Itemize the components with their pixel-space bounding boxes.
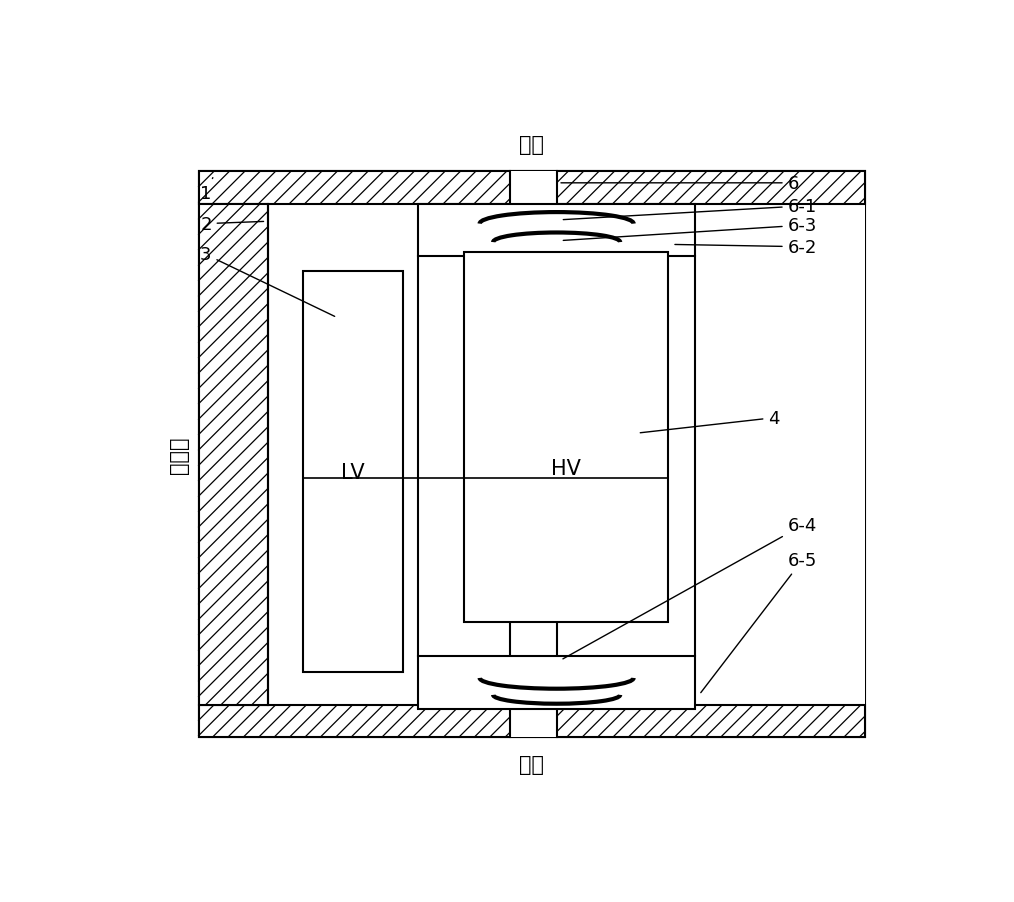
Bar [418,657,696,709]
Text: 铁心柱: 铁心柱 [169,436,190,474]
Text: 1: 1 [200,179,213,203]
Text: 6-2: 6-2 [675,238,817,256]
Text: 6-1: 6-1 [563,198,817,220]
Text: 3: 3 [200,246,335,317]
Text: 6: 6 [561,175,799,193]
Text: HV: HV [552,458,581,478]
Bar [199,172,865,738]
Text: 6-3: 6-3 [563,216,817,241]
Bar [199,172,865,205]
Text: 6-5: 6-5 [701,551,817,693]
Bar [418,205,696,257]
Bar [510,172,557,738]
Bar [199,205,268,705]
Bar [268,205,865,705]
Text: 铁轭: 铁轭 [519,754,545,774]
Bar [199,705,865,738]
Text: 4: 4 [640,410,780,433]
Text: LV: LV [341,462,364,482]
Text: 铁轭: 铁轭 [519,135,545,155]
Bar [302,272,403,672]
Bar [464,253,668,622]
Text: 6-4: 6-4 [563,517,817,659]
Text: 2: 2 [200,216,264,234]
